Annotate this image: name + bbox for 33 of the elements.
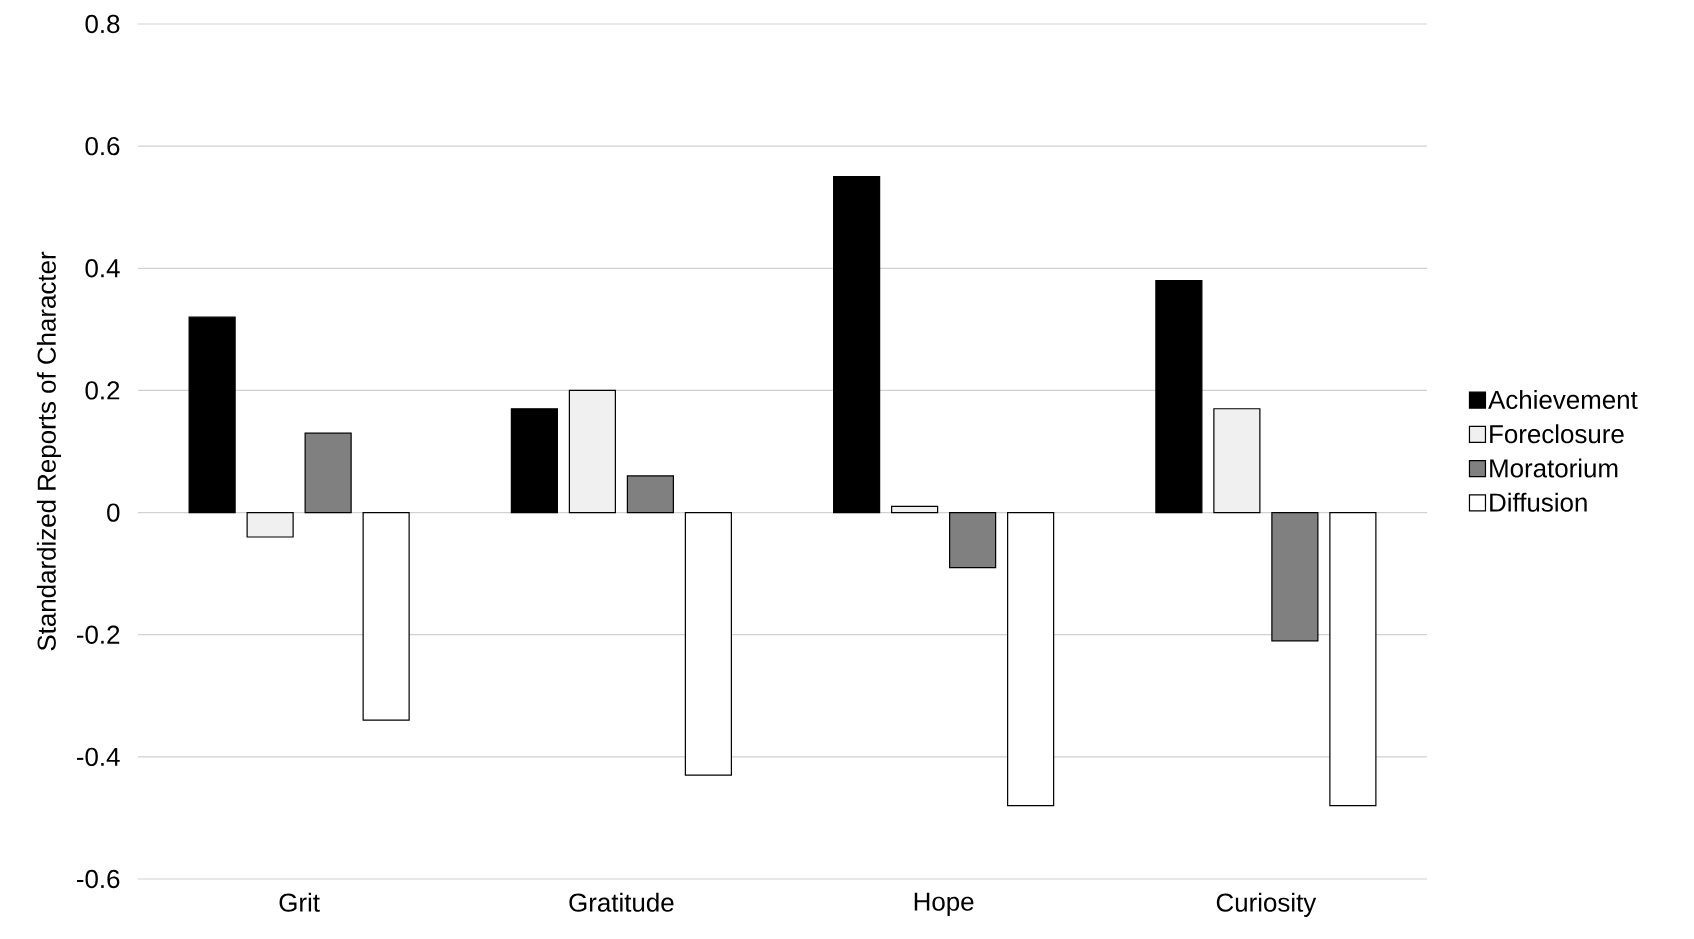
y-tick-label: 0.8 bbox=[85, 14, 120, 34]
y-tick-label: 0.4 bbox=[85, 259, 120, 278]
bar bbox=[684, 511, 732, 776]
bar bbox=[246, 511, 294, 538]
bar bbox=[891, 505, 939, 514]
x-tick-label: Hope bbox=[914, 892, 974, 916]
bar bbox=[1213, 408, 1261, 514]
bar bbox=[626, 475, 674, 514]
bar bbox=[362, 511, 410, 721]
legend-label: Moratorium bbox=[1490, 458, 1618, 478]
x-tick-label: Grit bbox=[279, 892, 320, 912]
bar bbox=[304, 432, 352, 514]
y-tick-label: 0.2 bbox=[85, 381, 120, 400]
bar bbox=[949, 511, 997, 569]
bar bbox=[1007, 511, 1055, 807]
bar bbox=[833, 176, 881, 514]
bar bbox=[510, 408, 558, 514]
legend-label: Foreclosure bbox=[1490, 424, 1624, 444]
bar bbox=[188, 316, 236, 514]
bar bbox=[1329, 511, 1377, 807]
legend-label: Diffusion bbox=[1490, 492, 1587, 512]
y-tick-label: 0.6 bbox=[85, 136, 120, 156]
bar bbox=[568, 389, 616, 514]
y-tick-label: -0.4 bbox=[77, 747, 120, 767]
bar bbox=[1271, 511, 1319, 642]
bar bbox=[1155, 279, 1203, 514]
y-tick-label: 0 bbox=[107, 503, 120, 522]
x-tick-label: Gratitude bbox=[569, 892, 674, 912]
x-tick-label: Curiosity bbox=[1216, 892, 1317, 917]
y-tick-label: -0.2 bbox=[77, 625, 120, 644]
y-axis-title: Standardized Reports of Character bbox=[36, 251, 62, 651]
y-tick-label: -0.6 bbox=[77, 869, 120, 889]
legend-label: Achievement bbox=[1488, 389, 1638, 410]
